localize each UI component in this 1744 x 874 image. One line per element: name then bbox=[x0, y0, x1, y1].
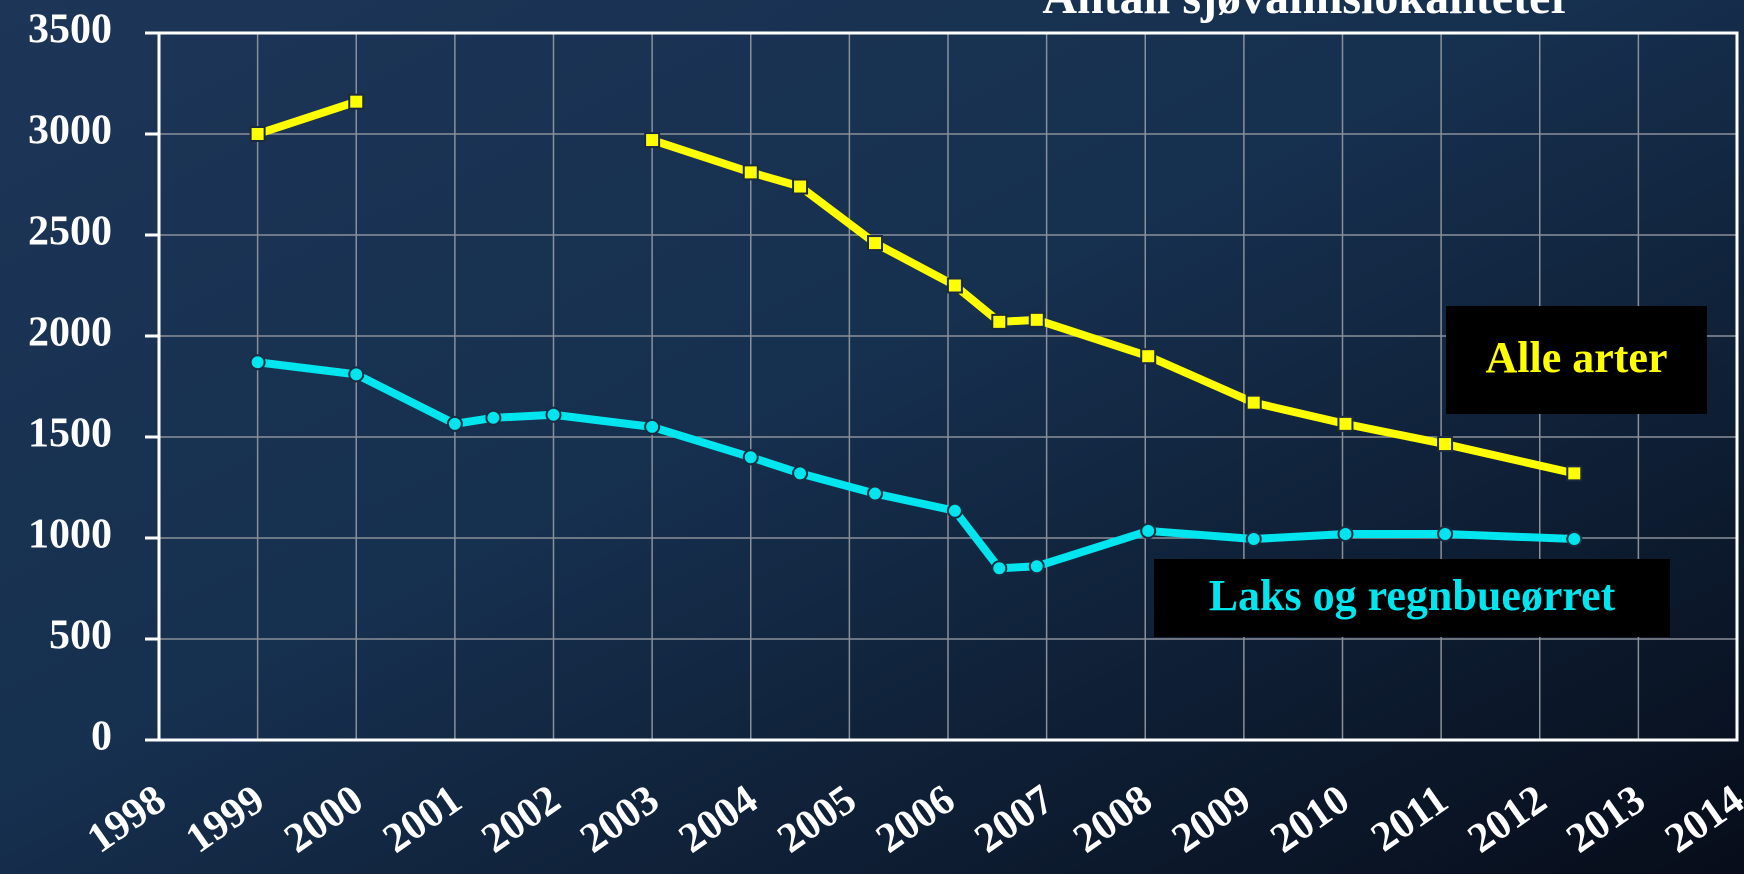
point-marker bbox=[1337, 525, 1354, 542]
series-line bbox=[256, 97, 1576, 478]
point-marker bbox=[249, 126, 266, 142]
point-marker bbox=[792, 178, 809, 195]
y-tick-label: 1500 bbox=[28, 411, 112, 457]
point-marker bbox=[1566, 531, 1583, 548]
point-marker bbox=[867, 235, 884, 252]
point-marker bbox=[1140, 522, 1157, 539]
point-marker bbox=[1140, 348, 1157, 365]
y-tick-label: 3500 bbox=[28, 7, 112, 53]
point-marker bbox=[1028, 558, 1045, 575]
legend-item: Laks og regnbueørret bbox=[1154, 559, 1670, 637]
point-marker bbox=[1028, 311, 1045, 328]
point-marker bbox=[1245, 531, 1262, 548]
y-tick-label: 1000 bbox=[28, 512, 112, 558]
chart-title: Antall sjøvannslokaliteter bbox=[1042, 0, 1571, 24]
y-tick-label: 2500 bbox=[28, 209, 112, 255]
point-marker bbox=[348, 93, 365, 110]
point-marker bbox=[1437, 525, 1454, 542]
point-marker bbox=[946, 502, 963, 519]
point-marker bbox=[446, 415, 463, 432]
point-marker bbox=[1337, 415, 1354, 432]
point-marker bbox=[249, 354, 266, 371]
point-marker bbox=[946, 277, 963, 294]
legend-label: Alle arter bbox=[1486, 333, 1668, 382]
point-marker bbox=[348, 366, 365, 383]
point-marker bbox=[867, 485, 884, 502]
plot-border bbox=[157, 31, 1739, 742]
legend-box bbox=[1446, 306, 1707, 414]
legend-item: Alle arter bbox=[1446, 306, 1707, 414]
point-marker bbox=[991, 313, 1008, 330]
legend-label: Laks og regnbueørret bbox=[1209, 571, 1616, 620]
point-marker bbox=[991, 560, 1008, 577]
point-marker bbox=[742, 449, 759, 466]
legend-box bbox=[1154, 559, 1670, 637]
point-marker bbox=[644, 418, 661, 435]
point-marker bbox=[644, 132, 661, 149]
point-marker bbox=[1245, 394, 1262, 411]
point-marker bbox=[1566, 465, 1583, 482]
y-tick-label: 500 bbox=[49, 613, 112, 659]
point-marker bbox=[792, 465, 809, 482]
point-marker bbox=[485, 409, 502, 426]
point-marker bbox=[545, 406, 562, 423]
y-tick-label: 3000 bbox=[28, 108, 112, 154]
point-marker bbox=[742, 164, 759, 181]
y-tick-label: 0 bbox=[91, 714, 112, 760]
point-marker bbox=[1437, 436, 1454, 453]
y-tick-label: 2000 bbox=[28, 310, 112, 356]
